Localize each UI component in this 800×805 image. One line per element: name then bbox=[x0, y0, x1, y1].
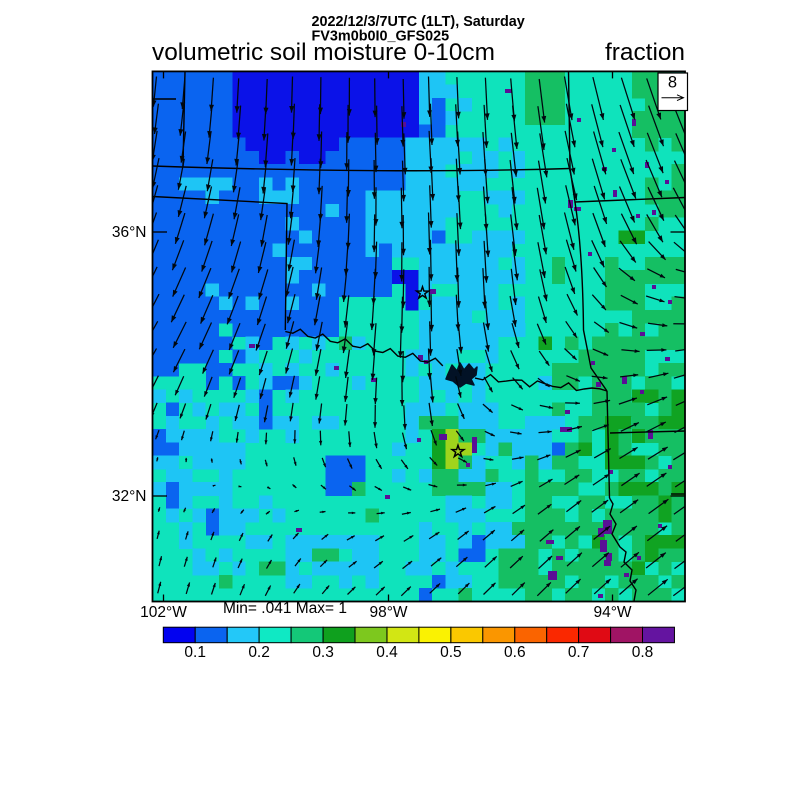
svg-text:0.6: 0.6 bbox=[504, 644, 526, 661]
svg-text:fraction: fraction bbox=[605, 39, 685, 66]
svg-text:Min= .041 Max= 1: Min= .041 Max= 1 bbox=[223, 600, 347, 617]
svg-text:98°W: 98°W bbox=[369, 604, 407, 621]
svg-text:102°W: 102°W bbox=[140, 604, 187, 621]
svg-text:2022/12/3/7UTC (1LT), Saturday: 2022/12/3/7UTC (1LT), Saturday bbox=[312, 14, 525, 30]
svg-text:0.1: 0.1 bbox=[184, 644, 206, 661]
svg-text:0.7: 0.7 bbox=[568, 644, 590, 661]
svg-text:0.5: 0.5 bbox=[440, 644, 462, 661]
svg-text:36°N: 36°N bbox=[112, 224, 147, 241]
svg-text:8: 8 bbox=[668, 74, 677, 92]
svg-text:0.2: 0.2 bbox=[248, 644, 270, 661]
svg-text:0.8: 0.8 bbox=[632, 644, 654, 661]
svg-text:0.4: 0.4 bbox=[376, 644, 398, 661]
svg-text:FV3m0b0I0_GFS025: FV3m0b0I0_GFS025 bbox=[312, 29, 450, 45]
svg-text:94°W: 94°W bbox=[593, 604, 631, 621]
svg-text:32°N: 32°N bbox=[112, 488, 147, 505]
svg-text:volumetric soil moisture 0-10c: volumetric soil moisture 0-10cm bbox=[152, 39, 495, 66]
svg-text:0.3: 0.3 bbox=[312, 644, 334, 661]
